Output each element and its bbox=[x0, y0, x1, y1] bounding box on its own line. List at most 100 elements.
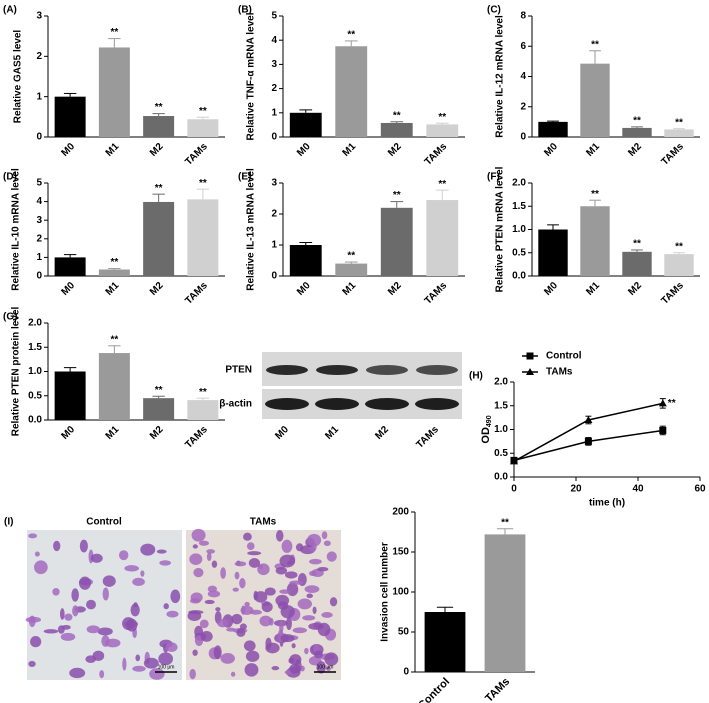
y-tick-label: 1 bbox=[36, 252, 42, 263]
cell bbox=[275, 530, 284, 542]
y-axis-label: Relative GAS5 level bbox=[13, 30, 24, 124]
cell bbox=[246, 542, 255, 550]
cell bbox=[200, 630, 213, 642]
cell bbox=[156, 549, 167, 554]
cell bbox=[294, 659, 302, 673]
cell bbox=[279, 620, 284, 634]
y-tick-label: 3 bbox=[36, 11, 42, 22]
y-tick-label: 5 bbox=[271, 11, 277, 22]
bar bbox=[664, 129, 694, 137]
band bbox=[365, 398, 409, 410]
cell bbox=[292, 627, 307, 634]
lane-label: M2 bbox=[373, 424, 391, 442]
cell bbox=[289, 580, 304, 585]
y-axis-label: Relative PTEN mRNA level bbox=[495, 166, 506, 292]
cell bbox=[317, 622, 331, 637]
y-axis-label-main: OD bbox=[480, 427, 492, 444]
cell bbox=[79, 576, 91, 590]
x-tick-label: M0 bbox=[60, 141, 78, 159]
significance: ** bbox=[110, 27, 118, 38]
lane-label: M1 bbox=[323, 424, 341, 442]
error-bar bbox=[152, 193, 165, 202]
panel-letter: (A) bbox=[3, 5, 17, 16]
bar bbox=[426, 200, 459, 276]
x-tick-label: TAMs bbox=[483, 676, 512, 703]
cell bbox=[132, 665, 146, 672]
cell bbox=[140, 570, 145, 577]
bar bbox=[622, 127, 652, 137]
bar bbox=[424, 612, 466, 672]
cell bbox=[206, 549, 216, 554]
cell bbox=[159, 560, 172, 566]
micrograph bbox=[27, 530, 182, 680]
bar bbox=[143, 201, 175, 276]
cell bbox=[226, 627, 236, 632]
cell bbox=[101, 635, 110, 647]
cell bbox=[231, 613, 243, 625]
band bbox=[416, 365, 458, 375]
bar bbox=[580, 206, 610, 276]
error-bar bbox=[152, 113, 165, 117]
cell bbox=[286, 616, 292, 631]
error-bar bbox=[673, 252, 685, 255]
y-tick-label: 50 bbox=[398, 627, 410, 638]
x-tick-label: M2 bbox=[386, 280, 404, 298]
significance: ** bbox=[591, 189, 599, 200]
cell bbox=[239, 623, 247, 630]
cell bbox=[297, 598, 312, 610]
x-tick-label: TAMs bbox=[659, 280, 686, 307]
y-tick-label: 1.0 bbox=[28, 366, 42, 377]
blot-row-label: β-actin bbox=[219, 399, 252, 410]
significance: ** bbox=[199, 387, 207, 398]
y-tick-label: 3 bbox=[271, 59, 277, 70]
cell bbox=[230, 671, 236, 677]
y-tick-label: 0.5 bbox=[512, 247, 526, 258]
x-tick-label: M2 bbox=[626, 280, 644, 298]
y-tick-label: 0.0 bbox=[28, 415, 42, 426]
bar bbox=[664, 254, 694, 276]
cell bbox=[188, 610, 204, 615]
y-tick-label: 2 bbox=[271, 209, 277, 220]
cell bbox=[170, 589, 181, 604]
cell bbox=[314, 650, 323, 659]
cell bbox=[143, 657, 159, 669]
y-tick-label: 2 bbox=[271, 83, 277, 94]
x-tick-label: M2 bbox=[626, 141, 644, 159]
panel-letter: (H) bbox=[469, 371, 483, 382]
cell bbox=[135, 654, 141, 662]
error-bar bbox=[108, 38, 121, 48]
cell bbox=[59, 608, 65, 620]
y-tick-label: 1.0 bbox=[512, 224, 526, 235]
bar bbox=[143, 116, 175, 137]
significance: ** bbox=[591, 39, 599, 50]
error-bar bbox=[344, 261, 358, 264]
cell bbox=[215, 607, 221, 612]
cell bbox=[99, 670, 105, 679]
panel-letter: (D) bbox=[3, 172, 17, 183]
y-tick-label: 4 bbox=[36, 196, 42, 207]
error-bar bbox=[63, 254, 77, 258]
y-tick-label: 0.0 bbox=[512, 271, 526, 282]
x-tick-label: M0 bbox=[60, 280, 78, 298]
error-bar bbox=[108, 268, 121, 270]
bar bbox=[187, 119, 219, 137]
significance: ** bbox=[633, 116, 641, 127]
x-tick-label: TAMs bbox=[659, 141, 686, 168]
error-bar bbox=[390, 121, 404, 123]
x-tick-label: M2 bbox=[148, 424, 166, 442]
error-bar bbox=[435, 122, 449, 125]
cell bbox=[234, 561, 247, 567]
cell bbox=[28, 660, 36, 667]
y-tick-label: 1.0 bbox=[494, 424, 508, 435]
significance: ** bbox=[393, 190, 401, 201]
error-bar bbox=[152, 395, 165, 399]
cell bbox=[304, 585, 320, 593]
marker bbox=[658, 399, 667, 407]
cell bbox=[220, 653, 235, 664]
cell bbox=[234, 571, 240, 580]
x-tick-label: TAMs bbox=[183, 424, 210, 451]
cell bbox=[232, 587, 239, 592]
bar bbox=[289, 112, 322, 137]
cell bbox=[329, 597, 338, 607]
significance: ** bbox=[668, 398, 676, 409]
